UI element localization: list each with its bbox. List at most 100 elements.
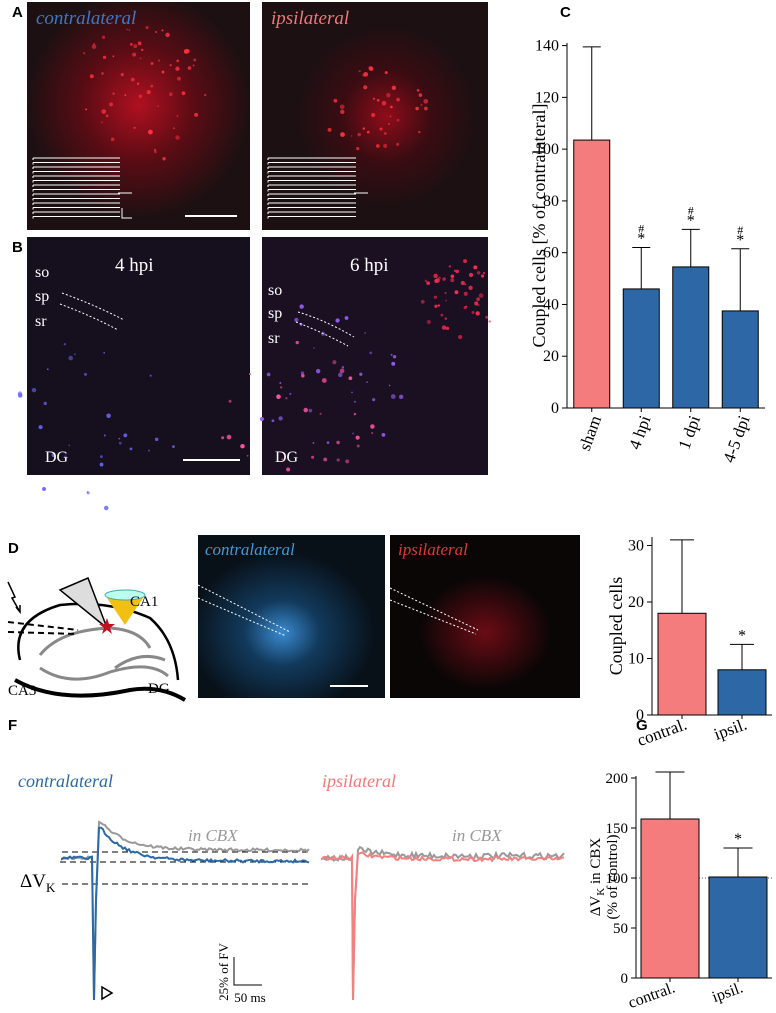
y-axis-label: Coupled cells [% of contralateral]: [529, 104, 549, 348]
cell-dot: [157, 59, 161, 62]
inset-trace: [267, 162, 356, 165]
cell-dot: [149, 374, 152, 377]
inset-trace: [267, 211, 356, 214]
cell-dot: [376, 144, 380, 148]
cell-dot: [366, 381, 368, 383]
cell-dot: [445, 326, 450, 331]
cell-dot: [434, 278, 439, 283]
cell-dot: [448, 265, 452, 268]
cell-dot: [332, 360, 337, 365]
trace: [321, 851, 565, 1001]
cell-dot: [454, 290, 459, 295]
cell-dot: [390, 394, 396, 399]
bar: [573, 139, 611, 409]
cell-dot: [173, 127, 175, 129]
cell-dot: [109, 102, 113, 107]
cell-dot: [101, 35, 106, 39]
y-axis-label: (% of control): [605, 835, 621, 920]
cell-dot: [344, 316, 349, 320]
inset-trace: [32, 216, 120, 219]
cell-dot: [141, 48, 144, 52]
significance: *: [736, 232, 744, 249]
inset-trace: [267, 202, 356, 205]
bar: [640, 818, 700, 979]
significance: *: [687, 212, 695, 229]
y-tick-label: 120: [535, 89, 559, 106]
y-tick-label: 80: [543, 193, 559, 210]
y-tick-label: 200: [606, 771, 629, 787]
y-tick-label: 20: [628, 594, 644, 611]
layer-label: so: [268, 282, 282, 299]
x-tick-label: 1 dpi: [674, 413, 704, 452]
cell-dot: [351, 391, 353, 394]
x-tick-label: 4-5 dpi: [719, 413, 754, 465]
image-label: contralateral: [205, 540, 295, 559]
inset-trace: [32, 180, 120, 183]
cell-dot: [128, 29, 131, 31]
cell-dot: [420, 299, 425, 304]
image-ipsilateral: [390, 535, 580, 698]
cell-dot: [102, 55, 107, 60]
significance: *: [637, 231, 645, 248]
cell-dot: [352, 432, 354, 435]
cell-dot: [300, 371, 305, 375]
cell-dot: [91, 44, 97, 49]
cell-dot: [358, 70, 361, 73]
cell-dot: [183, 49, 189, 54]
label-part: ΔV: [588, 896, 604, 917]
x-tick-label: 4 hpi: [625, 413, 655, 452]
cell-dot: [203, 93, 207, 97]
significance: #: [688, 203, 694, 217]
y-tick-label: 0: [636, 707, 644, 724]
cell-dot: [130, 77, 135, 82]
cell-dot: [369, 351, 373, 355]
cell-dot: [176, 59, 180, 63]
cell-dot: [485, 315, 489, 319]
cell-dot: [289, 392, 292, 395]
cell-dot: [101, 72, 104, 75]
cell-dot: [379, 127, 383, 131]
cell-dot: [389, 115, 392, 118]
cell-dot: [271, 419, 275, 423]
bar: [672, 266, 710, 409]
trace: [61, 820, 310, 1001]
panel-label: D: [8, 540, 19, 557]
cell-dot: [319, 412, 322, 415]
cell-dot: [103, 434, 106, 437]
inset-trace: [267, 198, 356, 201]
cell-dot: [83, 52, 86, 55]
cell-dot: [83, 372, 87, 376]
layer-outline: [59, 292, 125, 331]
cell-dot: [442, 277, 446, 281]
cell-dot: [279, 386, 283, 389]
cell-dot: [471, 310, 475, 314]
cell-dot: [482, 271, 486, 275]
cell-dot: [368, 65, 373, 71]
cell-dot: [89, 74, 94, 79]
cell-dot: [327, 127, 332, 132]
x-tick-label: contral.: [626, 979, 677, 1012]
cell-dot: [154, 437, 159, 442]
cell-dot: [353, 412, 357, 416]
cell-dot: [46, 368, 49, 371]
panel-label: B: [12, 239, 23, 256]
cell-dot: [299, 304, 304, 309]
cell-dot: [279, 381, 282, 385]
charts: sham*#4 hpi*#1 dpi*#4-5 dpi0204060801001…: [529, 38, 772, 1012]
cell-dot: [444, 291, 447, 295]
cell-dot: [161, 70, 165, 74]
y-tick-label: 150: [606, 821, 629, 837]
inset-trace: [267, 216, 356, 219]
cell-dot: [440, 313, 444, 317]
cell-dot: [424, 279, 428, 283]
cell-dot: [101, 121, 103, 124]
cell-dot: [371, 432, 374, 434]
inset-trace: [32, 184, 120, 187]
cell-dot: [381, 100, 387, 106]
cell-dot: [390, 353, 393, 356]
cell-dot: [68, 444, 71, 447]
y-tick-label: 20: [543, 348, 559, 365]
cell-dot: [384, 71, 388, 75]
cell-dot: [396, 97, 400, 102]
cell-dot: [103, 505, 109, 511]
